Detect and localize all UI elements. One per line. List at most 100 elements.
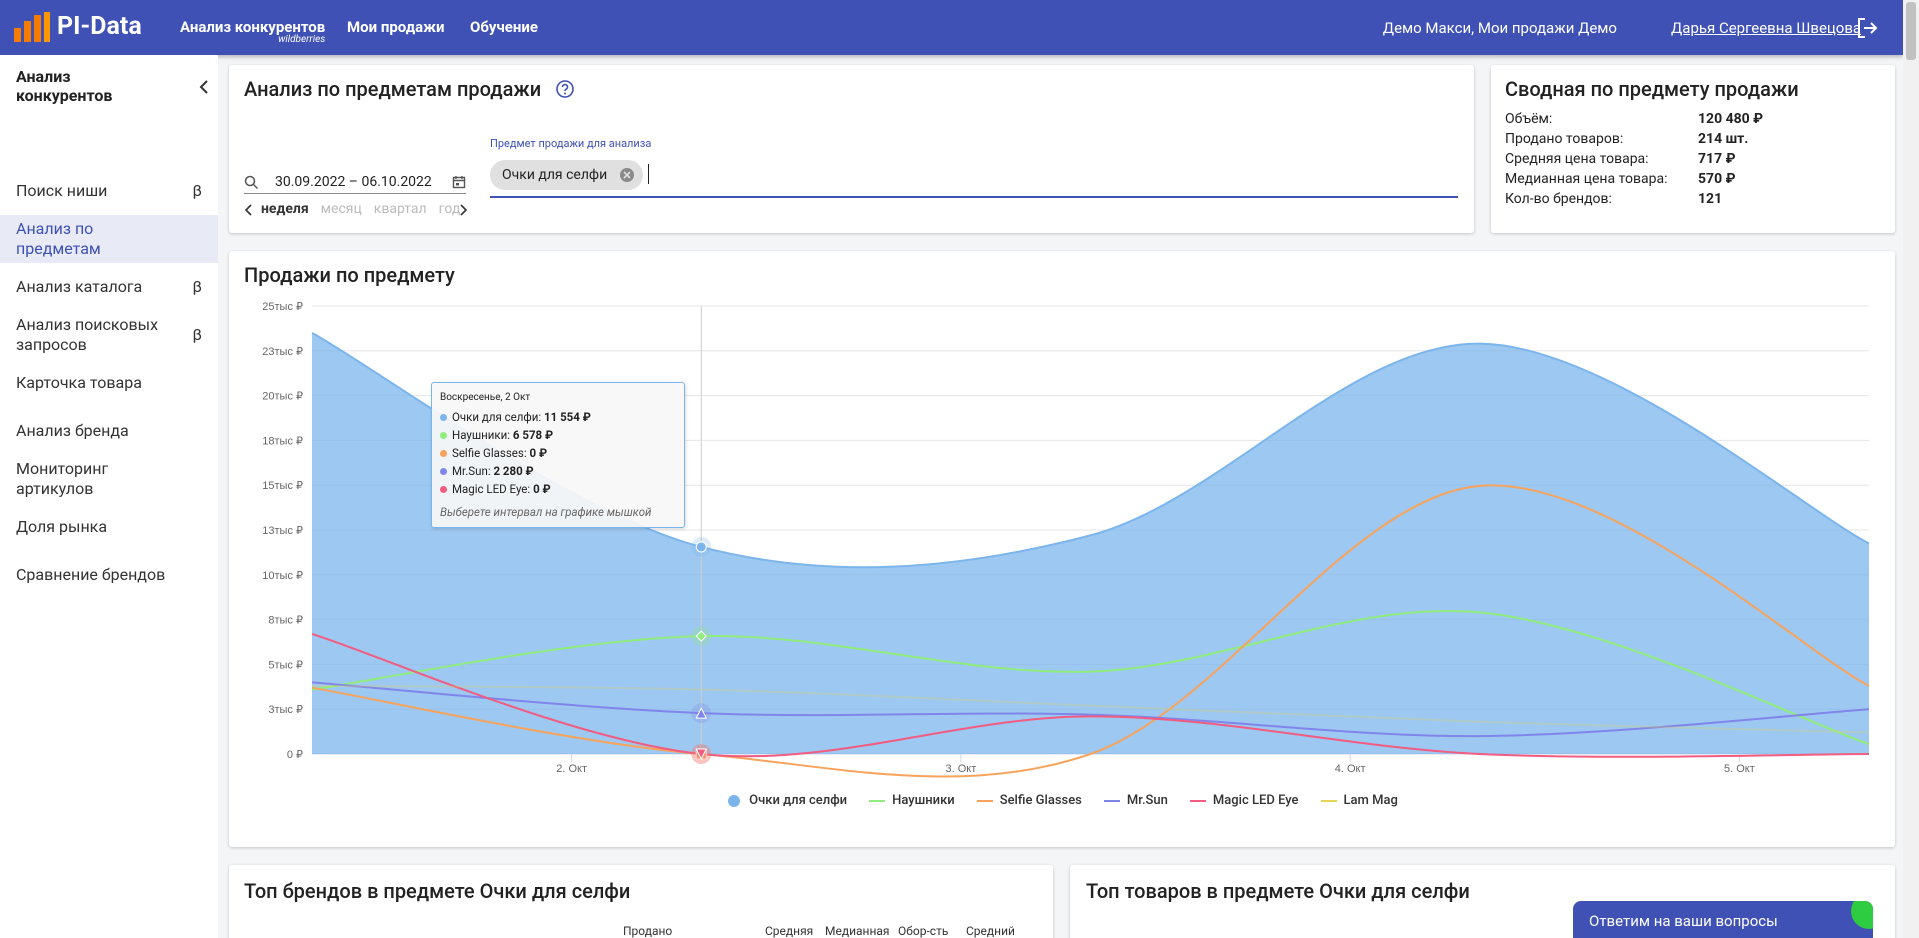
- y-tick-label: 0 ₽: [287, 749, 303, 761]
- legend-item[interactable]: Mr.Sun: [1103, 793, 1168, 808]
- card-title: Анализ по предметам продажи: [244, 77, 542, 101]
- date-range[interactable]: 30.09.2022 – 06.10.2022: [275, 174, 432, 190]
- legend-item[interactable]: Очки для селфи: [726, 793, 847, 808]
- summary-row: Объём: 120 480 ₽: [1505, 111, 1763, 127]
- tooltip-value: 0 ₽: [533, 482, 551, 496]
- chip-remove[interactable]: [619, 167, 635, 183]
- line: [311, 684, 1870, 734]
- y-tick-label: 10тыс ₽: [262, 570, 303, 582]
- scrollbar[interactable]: [1903, 0, 1919, 938]
- sidebar-item[interactable]: Мониторинг артикулов: [0, 455, 218, 503]
- summary-label: Объём:: [1505, 111, 1553, 127]
- tooltip-row: Очки для селфи: 11 554 ₽: [440, 410, 591, 424]
- legend-swatch: [1320, 799, 1337, 802]
- collapse-icon[interactable]: [198, 80, 210, 94]
- chat-label[interactable]: Ответим на ваши вопросы: [1589, 912, 1778, 930]
- sidebar-item[interactable]: Поиск ниши β: [0, 167, 218, 215]
- legend-swatch: [869, 799, 886, 802]
- x-tick-label: 5. Окт: [1724, 763, 1755, 775]
- sidebar-item[interactable]: Анализ каталога β: [0, 263, 218, 311]
- chat-button[interactable]: Ответим на ваши вопросы: [1573, 901, 1873, 938]
- sidebar-badge: β: [192, 181, 202, 200]
- nav-item[interactable]: Обучение: [470, 18, 538, 36]
- account: Демо Макси, Мои продажи Демо: [1382, 19, 1617, 37]
- line: [311, 484, 1870, 778]
- tooltip-value: 6 578 ₽: [512, 428, 554, 442]
- sidebar-label[interactable]: Сравнение брендов: [16, 565, 166, 584]
- tooltip-colon: :: [538, 410, 545, 424]
- sidebar-label[interactable]: Анализ поисковых запросов: [16, 315, 159, 354]
- chip-label: Очки для селфи: [502, 167, 608, 183]
- sidebar-label[interactable]: Карточка товара: [16, 373, 142, 392]
- summary-value: 570 ₽: [1698, 171, 1736, 187]
- sidebar-item[interactable]: Карточка товара: [0, 359, 218, 407]
- sidebar-item[interactable]: Анализ поисковых запросов β: [0, 311, 218, 359]
- sidebar-label[interactable]: Мониторинг артикулов: [16, 459, 109, 498]
- tooltip-value: 2 280 ₽: [493, 464, 534, 478]
- user-link[interactable]: Дарья Сергеевна Швецова: [1671, 19, 1862, 37]
- sidebar-item[interactable]: Сравнение брендов: [0, 551, 218, 599]
- tooltip-title: Воскресенье, 2 Окт: [440, 392, 531, 403]
- point-marker: [695, 630, 707, 642]
- date-underline: [244, 193, 466, 194]
- sidebar-label[interactable]: Доля рынка: [16, 517, 108, 536]
- nav-item[interactable]: Анализ конкурентов wildberries: [180, 18, 325, 45]
- column-header: Обор-сть: [898, 924, 949, 938]
- tooltip-dot: [440, 468, 447, 475]
- period-next[interactable]: [458, 204, 468, 216]
- y-tick-label: 3тыс ₽: [268, 704, 303, 716]
- column-header: Медианная: [825, 924, 890, 938]
- summary-label: Медианная цена товара:: [1505, 171, 1668, 187]
- summary-row: Кол-во брендов: 121: [1505, 191, 1722, 207]
- subject-chip[interactable]: Очки для селфи: [490, 160, 644, 190]
- y-tick-label: 18тыс ₽: [262, 435, 303, 447]
- legend: Очки для селфи Наушники Selfie Glasses Mr.S…: [229, 793, 1895, 808]
- column-header: Средний: [966, 924, 1015, 938]
- chat-badge: [1851, 901, 1873, 929]
- line: [311, 632, 1870, 758]
- sidebar-label[interactable]: Анализ по предметам: [16, 219, 101, 258]
- sidebar-title: Анализ конкурентов: [16, 67, 113, 105]
- card-title: Топ товаров в предмете Очки для селфи: [1086, 879, 1470, 903]
- card-title: Сводная по предмету продажи: [1505, 77, 1799, 101]
- card-title: Топ брендов в предмете Очки для селфи: [244, 879, 631, 903]
- period-option[interactable]: квартал: [373, 201, 427, 217]
- tooltip-name: Selfie Glasses: [452, 446, 524, 460]
- period-prev[interactable]: [244, 204, 254, 216]
- period-option[interactable]: неделя: [261, 201, 309, 217]
- tooltip-name: Очки для селфи: [452, 410, 539, 424]
- legend-item[interactable]: Magic LED Eye: [1189, 793, 1299, 808]
- legend-item[interactable]: Наушники: [869, 793, 955, 808]
- tooltip-colon: :: [507, 428, 513, 442]
- filter-card: Анализ по предметам продажи 30.09.2022 –…: [229, 65, 1474, 233]
- help-icon[interactable]: [555, 79, 575, 99]
- text-cursor: [648, 164, 649, 184]
- period-option[interactable]: год: [438, 201, 461, 217]
- column-header: Средняя: [765, 924, 814, 938]
- sidebar-item[interactable]: Анализ бренда: [0, 407, 218, 455]
- legend-item[interactable]: Selfie Glasses: [976, 793, 1082, 808]
- logout-icon[interactable]: [1856, 17, 1878, 39]
- summary-row: Средняя цена товара: 717 ₽: [1505, 151, 1735, 167]
- calendar-icon[interactable]: [452, 175, 466, 189]
- nav-item[interactable]: Мои продажи: [347, 18, 445, 36]
- legend-swatch: [1103, 799, 1120, 802]
- y-tick-label: 5тыс ₽: [268, 659, 303, 671]
- sidebar: Анализ конкурентов Поиск ниши β Анализ по …: [0, 55, 218, 938]
- period-option[interactable]: месяц: [320, 201, 362, 217]
- sidebar-label[interactable]: Анализ каталога: [16, 277, 143, 296]
- logo[interactable]: PI-Data: [57, 12, 142, 41]
- sidebar-label[interactable]: Поиск ниши: [16, 181, 108, 200]
- scroll-thumb[interactable]: [1906, 2, 1916, 60]
- summary-label: Кол-во брендов:: [1505, 191, 1612, 207]
- legend-item[interactable]: Lam Mag: [1320, 793, 1398, 808]
- nav-label[interactable]: Анализ конкурентов: [180, 18, 326, 36]
- sidebar-label[interactable]: Анализ бренда: [16, 421, 129, 440]
- sidebar-item[interactable]: Анализ по предметам: [0, 215, 218, 263]
- legend-swatch: [728, 794, 741, 807]
- x-tick-label: 3. Окт: [945, 763, 976, 775]
- sidebar-item[interactable]: Доля рынка: [0, 503, 218, 551]
- sidebar-list: Поиск ниши β Анализ по предметам Анализ кат…: [0, 167, 218, 599]
